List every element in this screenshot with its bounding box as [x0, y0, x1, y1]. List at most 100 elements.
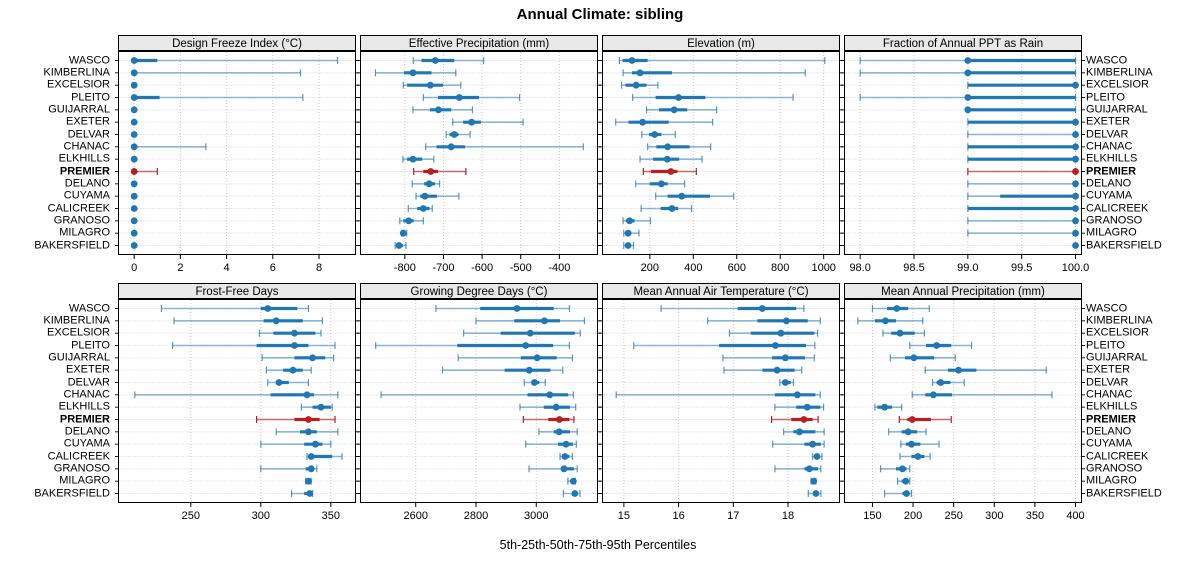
median-dot [130, 69, 138, 77]
median-dot [305, 477, 312, 485]
median-dot [426, 81, 434, 89]
median-dot [562, 440, 570, 448]
series-row-excelsior [402, 81, 462, 89]
series-row-kimberlina [859, 69, 1077, 77]
x-axis-tick-label: 350 [1026, 510, 1044, 522]
series-row-chanac [130, 143, 207, 151]
panel-header [360, 35, 598, 51]
median-dot [275, 379, 283, 386]
panel-title: Elevation (m) [687, 38, 755, 50]
median-dot [431, 57, 439, 64]
median-dot [272, 317, 280, 325]
median-dot [130, 242, 138, 249]
station-label-guijarral: GUIJARRAL [1086, 103, 1148, 116]
series-row-exeter [924, 366, 1047, 374]
panel-growing-degree-days-c: Growing Degree Days (°C) 2600 2800 3000 [357, 283, 601, 522]
x-axis-tick-label: 0 [131, 262, 137, 274]
series-row-wasco [859, 57, 1077, 64]
median-dot [291, 342, 298, 349]
median-dot [468, 118, 476, 126]
series-row-granoso [622, 217, 652, 225]
station-label-chanac: CHANAC [1086, 140, 1133, 153]
series-row-premier [898, 416, 952, 423]
plot-area [602, 299, 840, 503]
panel-fraction-of-annual-ppt-as-rain: Fraction of Annual PPT as Rain 98.0 98.5 99… [841, 35, 1089, 274]
median-dot [1072, 192, 1079, 200]
series-row-excelsior [130, 81, 138, 89]
series-row-kimberlina [706, 317, 821, 325]
series-row-pleito [859, 94, 1077, 101]
series-row-pleito [375, 342, 570, 349]
median-dot [130, 118, 138, 126]
series-row-premier [522, 416, 575, 423]
median-dot [964, 57, 972, 64]
series-row-milagro [623, 229, 640, 237]
series-row-premier [967, 168, 1079, 175]
series-row-exeter [723, 366, 803, 374]
median-dot [937, 379, 945, 386]
median-dot [130, 143, 138, 151]
series-row-kimberlina [130, 69, 302, 77]
station-label-kimberlina: KIMBERLINA [43, 314, 110, 327]
panel-header [602, 35, 840, 51]
median-dot [624, 242, 632, 249]
panel-design-freeze-index-c: Design Freeze Index (°C) 0 2 4 6 8 [115, 35, 359, 274]
median-dot [758, 305, 766, 312]
station-label-calicreek: CALICREEK [47, 202, 110, 214]
series-row-guijarral [964, 106, 1077, 114]
series-row-chanac [911, 391, 1053, 399]
series-row-delvar [641, 131, 676, 138]
series-row-calicreek [306, 453, 343, 460]
median-dot [781, 379, 789, 386]
station-label-guijarral: GUIJARRAL [48, 351, 110, 364]
panel-title: Frost-Free Days [195, 286, 278, 298]
series-row-pleito [422, 94, 521, 101]
station-label-pleito: PLEITO [1086, 91, 1125, 103]
series-row-guijarral [889, 354, 956, 362]
series-row-exeter [967, 118, 1079, 126]
series-row-excelsior [967, 81, 1079, 89]
median-dot [955, 366, 962, 374]
station-label-chanac: CHANAC [1086, 388, 1133, 401]
median-dot [668, 205, 676, 212]
median-dot [1072, 229, 1079, 237]
station-label-cuyama: CUYAMA [1086, 437, 1133, 450]
station-label-wasco: WASCO [68, 302, 110, 314]
series-row-guijarral [412, 106, 474, 114]
median-dot [964, 106, 972, 114]
median-dot [309, 354, 316, 362]
x-axis-tick-label: 400 [684, 262, 702, 274]
station-label-chanac: CHANAC [63, 140, 110, 153]
series-row-wasco [160, 305, 309, 312]
x-axis-tick-label: 2800 [464, 510, 488, 522]
series-row-granoso [399, 217, 424, 225]
series-row-bakersfield [623, 242, 635, 249]
median-dot [803, 403, 811, 411]
series-row-elkhills [874, 403, 903, 411]
median-dot [667, 168, 675, 175]
median-dot [303, 391, 311, 399]
station-label-pleito: PLEITO [71, 91, 110, 103]
panel-mean-annual-precipitation-mm: Mean Annual Precipitation (mm) 150 200 250 3… [841, 283, 1085, 522]
median-dot [773, 366, 781, 374]
panel-title: Fraction of Annual PPT as Rain [883, 38, 1043, 50]
station-label-premier: PREMIER [1086, 165, 1137, 177]
median-dot [130, 180, 138, 188]
x-axis-tick-label: 200 [641, 262, 659, 274]
series-row-chanac [967, 143, 1079, 151]
median-dot [1072, 155, 1079, 163]
panel-title: Effective Precipitation (mm) [409, 38, 550, 50]
series-row-kimberlina [374, 69, 457, 77]
median-dot [305, 428, 312, 436]
series-row-excelsior [728, 329, 819, 337]
median-dot [651, 131, 658, 138]
station-label-premier: PREMIER [1086, 413, 1137, 425]
percentile-caption: 5th-25th-50th-75th-95th Percentiles [499, 538, 697, 552]
median-dot [130, 229, 138, 237]
station-label-delvar: DELVAR [67, 376, 110, 388]
x-axis-tick-label: -700 [432, 262, 454, 274]
station-label-excelsior: EXCELSIOR [47, 78, 110, 91]
median-dot [1072, 118, 1079, 126]
median-dot [624, 229, 632, 237]
median-dot [881, 403, 889, 411]
